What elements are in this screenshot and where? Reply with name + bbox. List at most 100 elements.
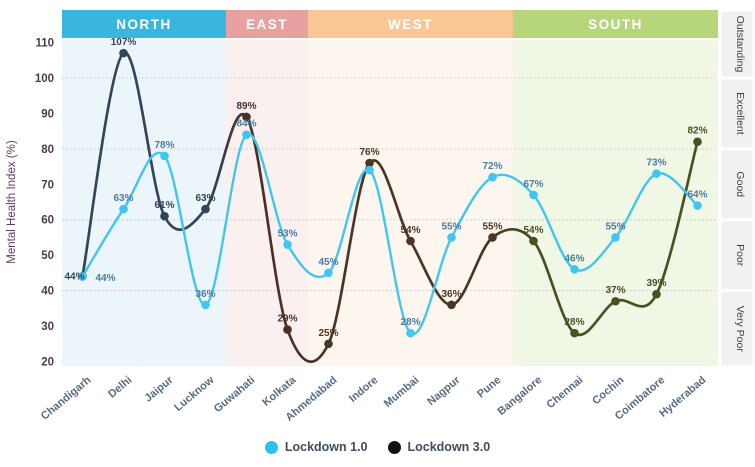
legend-dot-lockdown-1-icon xyxy=(264,440,278,454)
x-axis-label-indore: Indore xyxy=(347,374,380,405)
data-point-lockdown-3-ahmedabad[interactable] xyxy=(324,339,333,349)
data-point-lockdown-1-kolkata[interactable] xyxy=(283,240,292,249)
data-label-lockdown-3-delhi: 107% xyxy=(111,37,137,48)
region-header-east xyxy=(226,10,308,38)
data-label-lockdown-3-jaipur: 61% xyxy=(154,200,174,211)
data-label-lockdown-3-ahmedabad: 25% xyxy=(318,328,338,339)
x-axis-label-pune: Pune xyxy=(475,374,503,400)
y-tick-50: 50 xyxy=(41,250,54,262)
x-axis-label-kolkata: Kolkata xyxy=(260,374,299,409)
data-point-lockdown-3-coimbatore[interactable] xyxy=(652,289,661,299)
data-point-lockdown-3-hyderabad[interactable] xyxy=(693,137,702,147)
data-point-lockdown-1-mumbai[interactable] xyxy=(406,328,415,338)
data-label-lockdown-1-hyderabad: 64% xyxy=(687,190,707,201)
x-axis-label-delhi: Delhi xyxy=(106,374,134,400)
data-point-lockdown-3-nagpur[interactable] xyxy=(447,300,456,310)
rating-band-label-poor: Poor xyxy=(734,244,746,267)
x-axis-label-chandigarh: Chandigarh xyxy=(39,374,94,423)
rating-band-box-good xyxy=(721,150,753,219)
region-header-label-west: WEST xyxy=(388,17,433,32)
y-tick-60: 60 xyxy=(41,215,54,227)
legend-item-lockdown-3[interactable]: Lockdown 3.0 xyxy=(387,440,491,454)
data-point-lockdown-3-indore[interactable] xyxy=(365,158,374,168)
data-point-lockdown-3-kolkata[interactable] xyxy=(283,325,292,334)
chart-legend: Lockdown 1.0 Lockdown 3.0 xyxy=(0,432,755,462)
data-point-lockdown-1-pune[interactable] xyxy=(488,172,497,182)
data-point-lockdown-1-chandigarh[interactable] xyxy=(78,272,87,281)
rating-band-box-outstanding xyxy=(721,11,753,77)
data-point-lockdown-1-guwahati[interactable] xyxy=(242,130,251,139)
data-label-lockdown-3-coimbatore: 39% xyxy=(646,278,666,289)
data-point-lockdown-1-nagpur[interactable] xyxy=(447,233,456,242)
legend-item-lockdown-1[interactable]: Lockdown 1.0 xyxy=(264,440,368,454)
y-tick-90: 90 xyxy=(41,108,54,120)
data-point-lockdown-3-cochin[interactable] xyxy=(611,296,620,306)
plot-area: NORTH EAST WEST SOUTH 110 100 90 80 70 60 50 40 30 20… xyxy=(6,10,753,424)
data-label-lockdown-1-jaipur: 78% xyxy=(154,140,174,151)
data-label-lockdown-3-kolkata: 29% xyxy=(277,314,297,325)
data-label-lockdown-3-indore: 76% xyxy=(359,147,379,158)
region-header-label-north: NORTH xyxy=(116,17,172,32)
data-label-lockdown-3-cochin: 37% xyxy=(605,285,625,296)
data-point-lockdown-1-coimbatore[interactable] xyxy=(652,169,661,178)
data-label-lockdown-1-nagpur: 55% xyxy=(441,221,461,232)
data-label-lockdown-1-bangalore: 67% xyxy=(523,179,543,190)
data-label-lockdown-3-bangalore: 54% xyxy=(523,225,543,236)
x-axis-label-nagpur: Nagpur xyxy=(425,374,463,408)
data-label-lockdown-1-kolkata: 53% xyxy=(277,229,297,240)
data-label-lockdown-3-mumbai: 54% xyxy=(400,225,420,236)
rating-band-label-good: Good xyxy=(734,171,746,197)
legend-dot-lockdown-3-icon xyxy=(387,440,401,454)
data-point-lockdown-3-chennai[interactable] xyxy=(570,328,579,338)
rating-band-box-excellent xyxy=(721,79,753,148)
y-tick-100: 100 xyxy=(35,73,54,85)
data-point-lockdown-3-mumbai[interactable] xyxy=(406,236,415,246)
data-label-lockdown-1-coimbatore: 73% xyxy=(646,158,666,169)
y-tick-70: 70 xyxy=(41,179,54,191)
data-point-lockdown-1-cochin[interactable] xyxy=(611,233,620,242)
data-label-lockdown-1-mumbai: 28% xyxy=(400,317,420,328)
data-point-lockdown-1-delhi[interactable] xyxy=(119,204,128,214)
y-tick-30: 30 xyxy=(41,321,54,333)
data-label-lockdown-1-cochin: 55% xyxy=(605,221,625,232)
data-label-lockdown-1-delhi: 63% xyxy=(113,193,133,204)
x-axis-label-mumbai: Mumbai xyxy=(382,374,422,410)
data-point-lockdown-3-pune[interactable] xyxy=(488,233,497,242)
data-point-lockdown-3-bangalore[interactable] xyxy=(529,236,538,246)
data-point-lockdown-1-hyderabad[interactable] xyxy=(693,201,702,210)
data-label-lockdown-3-lucknow: 63% xyxy=(195,193,215,204)
data-point-lockdown-3-guwahati[interactable] xyxy=(242,112,251,122)
data-point-lockdown-3-lucknow[interactable] xyxy=(201,204,210,214)
data-point-lockdown-1-indore[interactable] xyxy=(365,165,374,175)
x-axis-label-lucknow: Lucknow xyxy=(172,374,217,414)
region-bg-west xyxy=(308,40,513,366)
y-tick-110: 110 xyxy=(35,38,54,50)
data-point-lockdown-1-lucknow[interactable] xyxy=(201,300,210,310)
data-label-lockdown-1-guwahati: 84% xyxy=(236,119,256,130)
region-bg-south xyxy=(513,40,718,366)
data-point-lockdown-1-ahmedabad[interactable] xyxy=(324,268,333,278)
x-axis-label-chennai: Chennai xyxy=(544,374,585,411)
data-point-lockdown-3-delhi[interactable] xyxy=(119,48,128,58)
region-header-west xyxy=(308,10,513,38)
legend-label-lockdown-1: Lockdown 1.0 xyxy=(284,440,368,454)
data-label-lockdown-3-hyderabad: 82% xyxy=(687,126,707,137)
y-tick-20: 20 xyxy=(41,357,54,369)
data-point-lockdown-3-jaipur[interactable] xyxy=(160,211,169,221)
data-label-lockdown-3-chandigarh: 44% xyxy=(64,271,84,282)
rating-band-label-outstanding: Outstanding xyxy=(734,16,746,73)
y-tick-40: 40 xyxy=(41,286,54,298)
data-label-lockdown-3-pune: 55% xyxy=(482,221,502,232)
data-label-lockdown-3-nagpur: 36% xyxy=(441,289,461,300)
rating-band-label-excellent: Excellent xyxy=(734,92,746,135)
x-axis-label-cochin: Cochin xyxy=(590,374,626,407)
data-point-lockdown-1-chennai[interactable] xyxy=(570,265,579,274)
data-point-lockdown-1-jaipur[interactable] xyxy=(160,151,169,161)
legend-label-lockdown-3: Lockdown 3.0 xyxy=(407,440,491,454)
data-point-lockdown-1-bangalore[interactable] xyxy=(529,190,538,200)
data-label-lockdown-3-guwahati: 89% xyxy=(236,101,256,112)
region-header-label-east: EAST xyxy=(246,17,288,32)
region-header-north xyxy=(62,10,226,38)
data-label-lockdown-1-lucknow: 36% xyxy=(195,289,215,300)
data-label-lockdown-1-ahmedabad: 45% xyxy=(318,257,338,268)
